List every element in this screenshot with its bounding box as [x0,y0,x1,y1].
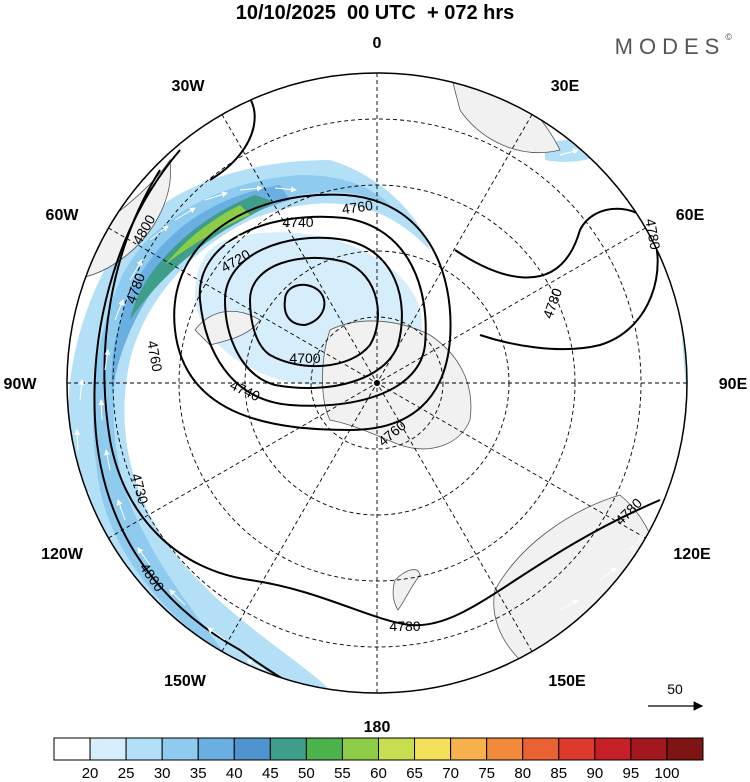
reference-vector-value: 50 [667,681,683,697]
colorbar-swatch [161,737,199,761]
brand-name: MODES [614,34,726,59]
colorbar-tick-label: 35 [190,765,207,782]
colorbar-tick-label: 40 [226,765,243,782]
lon-label-150w: 150W [164,673,207,690]
colorbar-tick-label: 70 [442,765,459,782]
longitude-labels: 0 30E 60E 90E 120E 150E 180 150W 120W 90… [4,35,748,736]
contour-4800 [93,149,341,693]
contour-low-center [283,283,326,327]
pole-marker [374,380,380,386]
lon-label-120w: 120W [41,546,84,563]
colorbar-tick-label: 25 [118,765,135,782]
jet-core-green [165,205,250,265]
contour-label: 4730 [128,472,152,506]
colorbar-tick-label: 85 [550,765,567,782]
contour-label: 4700 [289,350,320,366]
copyright-mark: © [725,32,732,42]
colorbar-tick-label: 55 [334,765,351,782]
lon-label-90w: 90W [4,376,38,393]
colorbar-swatch [450,737,488,761]
reference-vector: 50 [648,681,704,711]
colorbar-swatch [305,737,343,761]
colorbar-tick-label: 75 [478,765,495,782]
lon-label-60w: 60W [46,207,80,224]
contour-label: 4780 [642,217,663,251]
colorbar-tick-label: 45 [262,765,279,782]
colorbar-tick-label: 20 [82,765,99,782]
colorbar-swatch [594,737,632,761]
contour-label: 4780 [389,618,420,634]
colorbar-swatch [414,737,452,761]
colorbar-tick-label: 30 [154,765,171,782]
lon-label-30w: 30W [172,78,206,95]
contour-label: 4740 [282,214,313,230]
map-boundary [66,72,688,694]
colorbar-tick-label: 95 [623,765,640,782]
lon-label-60e: 60E [676,207,705,224]
colorbar-tick-label: 100 [654,765,679,782]
colorbar-swatch [666,737,704,761]
colorbar-swatch [378,737,416,761]
lon-label-150e: 150E [548,673,586,690]
colorbar-tick-label: 90 [586,765,603,782]
colorbar-swatch [522,737,560,761]
map-title: 10/10/2025 00 UTC + 072 hrs [235,2,515,24]
lon-label-30e: 30E [551,78,580,95]
lon-label-90e: 90E [719,376,748,393]
jet-core-teal [130,195,275,320]
contour-4780-west [103,169,661,627]
contour-4700 [248,256,379,368]
lon-label-180: 180 [364,719,391,736]
contour-4720 [223,236,403,389]
colorbar-tick-label: 65 [406,765,423,782]
colorbar-swatch [486,737,524,761]
lon-label-0: 0 [373,35,382,52]
contour-4760 [173,193,452,432]
colorbar-swatch [233,737,271,761]
colorbar: 20 25 30 35 40 45 50 55 60 65 70 75 80 85 90 95 100 [53,737,704,782]
contour-label: 4760 [341,197,374,217]
contour-label: 4760 [144,339,165,373]
colorbar-swatch [89,737,127,761]
colorbar-tick-label: 50 [298,765,315,782]
colorbar-swatch [125,737,163,761]
colorbar-swatch [269,737,307,761]
lon-label-120e: 120E [673,546,711,563]
colorbar-swatch [341,737,380,761]
contour-4740 [198,215,427,407]
colorbar-swatch [558,737,596,761]
colorbar-swatch [197,737,235,761]
modes-logo: MODES© [614,32,732,60]
wind-vectors [74,148,645,671]
colorbar-swatch [53,737,91,761]
colorbar-tick-label: 80 [514,765,531,782]
colorbar-swatch [630,737,668,761]
colorbar-tick-label: 60 [370,765,387,782]
